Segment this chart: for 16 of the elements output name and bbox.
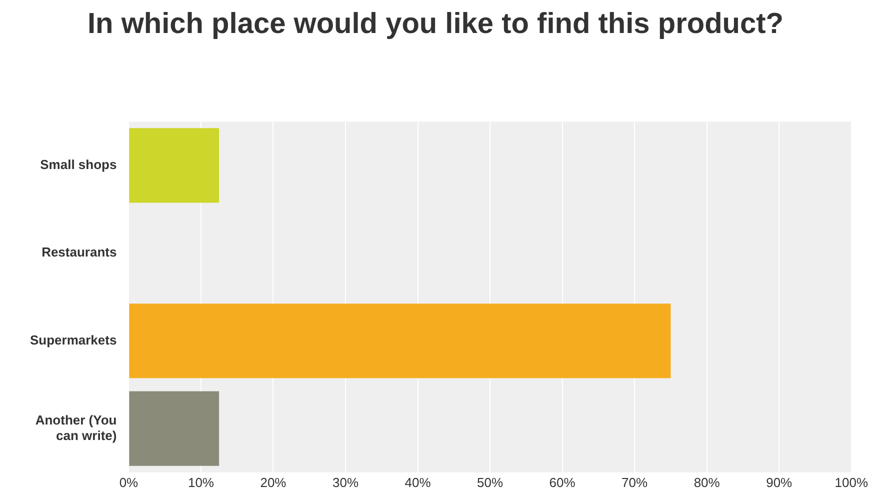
y-tick-label: Supermarkets [30,332,117,348]
y-tick-label: Another (You can write) [35,412,117,443]
x-tick-label: 50% [477,474,504,490]
x-tick-label: 80% [694,474,720,490]
x-tick-label: 90% [766,474,793,490]
y-tick-label: Small shops [40,157,117,172]
x-tick-label: 60% [549,474,576,490]
x-tick-label: 30% [332,474,359,490]
x-tick-label: 100% [834,474,868,490]
x-tick-label: 70% [622,474,648,490]
x-tick-label: 0% [119,474,139,490]
x-tick-label: 20% [260,474,287,490]
x-tick-label: 40% [404,474,432,490]
x-tick-label: 10% [188,474,214,490]
y-tick-label: Restaurants [42,244,117,260]
chart-title: In which place would you like to find this product? [86,7,784,42]
